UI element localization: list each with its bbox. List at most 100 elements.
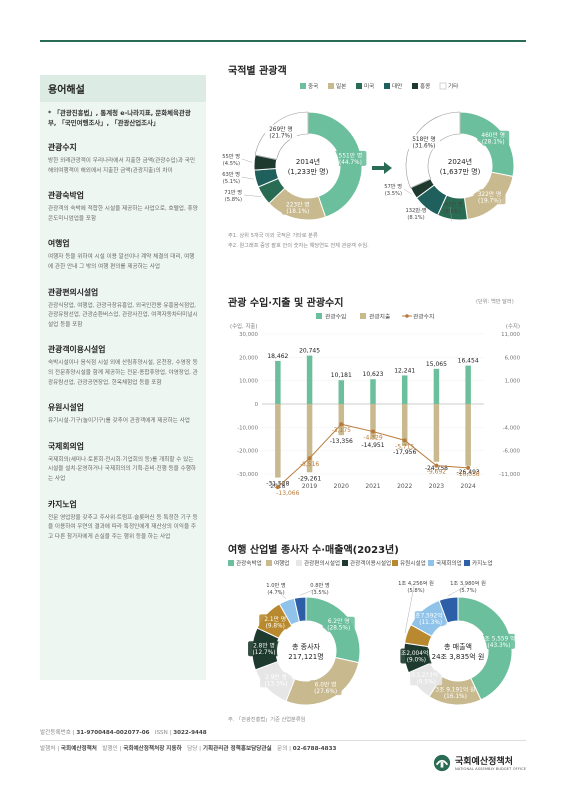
expense-label: -31,528: [266, 481, 289, 488]
slice-pct: (18.1%): [286, 209, 309, 215]
bar-income: [338, 380, 345, 404]
bar-expense: [370, 404, 376, 439]
balance-point: [275, 485, 280, 490]
glossary-term-desc: 관광식당업, 여행업, 관광극장유흥업, 외국인전용 유흥음식점업, 관광유람선…: [48, 302, 198, 328]
bar-expense: [433, 404, 440, 462]
slice-pct: (9.0%): [407, 658, 426, 664]
balance-point: [307, 456, 312, 461]
slice-label-bg: [264, 124, 297, 140]
leader-line: [449, 206, 453, 222]
nabo-logo: 국회예산정책처 NATIONAL ASSEMBLY BUDGET OFFICE: [433, 752, 533, 776]
x-tick: 2024: [461, 483, 476, 490]
glossary-term-title: 국제회의업: [48, 441, 84, 451]
legend-swatch: [464, 560, 470, 566]
y-tick: 30,000: [239, 332, 258, 338]
balance-label: -13,066: [276, 490, 299, 497]
expense-label: -13,356: [330, 438, 353, 445]
slice-pct: (19.7%): [478, 198, 501, 204]
bar-expense: [306, 404, 313, 473]
legend-swatch: [439, 82, 447, 90]
y-tick: 0: [255, 402, 259, 408]
y2-tick: 1,000: [505, 379, 521, 385]
leader-line: [299, 587, 319, 596]
slice-label: 2.1만 명: [264, 615, 286, 623]
slice-pct: (21.7%): [269, 134, 292, 140]
legend-swatch: [392, 560, 398, 566]
slice-label-bg: [309, 680, 342, 696]
legend-label: 카지노업: [472, 559, 493, 567]
legend-label: 관광객이용시설업: [350, 559, 391, 567]
slice-label: 2.9만 명: [265, 673, 287, 681]
leader-line: [243, 194, 262, 197]
legend-swatch: [316, 313, 322, 319]
leader-line: [273, 587, 287, 599]
glossary-term-desc: 방한 외래관광객이 우리나라에서 지출한 금액(관광수입)과 국민 해외여행객이…: [48, 158, 196, 174]
glossary-term-desc: 유기시설·기구(놀이기구)를 갖추어 관광객에게 제공하는 사업: [48, 418, 190, 425]
legend-swatch: [296, 560, 302, 566]
slice-label-bg: [473, 189, 506, 205]
top-rule: [40, 40, 526, 42]
legend-label: 대만: [392, 82, 402, 90]
x-tick: 2022: [397, 483, 412, 490]
legend-label: 일본: [336, 82, 346, 90]
slice-label: 55만 명: [222, 152, 240, 160]
glossary-source-note: * 「관광진흥법」, 통계청 e-나라지표, 문화체육관광부, 「국민여행조사」…: [48, 109, 191, 127]
slice-label: 2조7,592억 원: [412, 612, 450, 620]
y-tick: -10,000: [237, 425, 258, 431]
leader-line: [413, 209, 425, 214]
slice-label-bg: [322, 616, 355, 632]
y2-tick: 6,000: [505, 355, 521, 361]
glossary-term-title: 관광수지: [48, 143, 77, 152]
glossary-term-title: 여행업: [48, 239, 70, 249]
balance-point: [339, 422, 344, 427]
donut-slice: [438, 596, 459, 624]
donut-slice: [293, 596, 307, 623]
income-label: 18,462: [267, 353, 288, 360]
glossary-term-desc: 전문 영업장을 갖추고 주사위·트럼프·슬롯머신 등 특정한 기구 등을 이용하…: [48, 514, 198, 540]
slice-label: 0.8만 명: [310, 581, 330, 589]
balance-label: -8,516: [300, 461, 320, 468]
bar-expense: [465, 404, 471, 466]
glossary-term: 카지노업 전문 영업장을 갖추고 주사위·트럼프·슬롯머신 등 특정한 기구 등을…: [48, 499, 198, 543]
slice-pct: (28.1%): [482, 140, 505, 146]
balance-point: [434, 463, 439, 468]
slice-label: 1.0만 명: [266, 581, 286, 589]
y2-tick: -11,000: [499, 472, 520, 478]
slice-label-bg: [482, 633, 515, 649]
slice-label: 223만 명: [286, 200, 310, 208]
footer-label: 담당: [187, 746, 198, 752]
legend-label: 중국: [308, 83, 318, 90]
legend-label: 관광수지: [413, 313, 434, 321]
legend-swatch: [412, 83, 418, 89]
slice-label: 147만 명: [441, 200, 462, 208]
glossary-term-desc: 관광객의 숙박에 적합한 시설을 제공하는 사업으로, 호텔업, 휴양 콘도미니…: [48, 206, 198, 222]
x-tick: 2019: [302, 483, 317, 490]
y-tick: -20,000: [237, 449, 258, 455]
slice-label-bg: [334, 150, 367, 166]
slice-label-bg: [439, 684, 472, 700]
slice-label: 2조3,273억 원: [407, 671, 445, 679]
slice-label: 63만 명: [222, 170, 240, 178]
bar-income: [401, 375, 408, 404]
footer-value: 기획관리관 정책홍보담당관실: [202, 746, 272, 752]
footer-label: 발간등록번호: [40, 730, 71, 736]
leader-line: [447, 585, 467, 597]
footer-value: 02-6788-4833: [292, 746, 337, 752]
industry-note: 주. 「관광진흥법」기준 산업분류임: [228, 717, 306, 723]
slice-pct: (13.3%): [264, 681, 287, 687]
bar-income: [433, 368, 440, 404]
slice-label: 2조2,004억 원: [397, 649, 435, 657]
legend-swatch: [228, 560, 234, 566]
nabo-logo-icon: [433, 754, 451, 772]
income-label: 10,181: [331, 372, 352, 379]
donut-hole: [429, 622, 487, 680]
balance-chart-title: 관광 수입·지출 및 관광수지: [228, 298, 344, 309]
glossary-sidebar: 용어해설 * 「관광진흥법」, 통계청 e-나라지표, 문화체육관광부, 「국민…: [40, 75, 206, 680]
legend-label: 기타: [448, 82, 458, 90]
x-tick: 2020: [334, 483, 349, 490]
y2-tick: -4,000: [503, 425, 521, 431]
glossary-term-title: 관광숙박업: [48, 191, 84, 201]
slice-pct: (16.1%): [444, 694, 467, 700]
